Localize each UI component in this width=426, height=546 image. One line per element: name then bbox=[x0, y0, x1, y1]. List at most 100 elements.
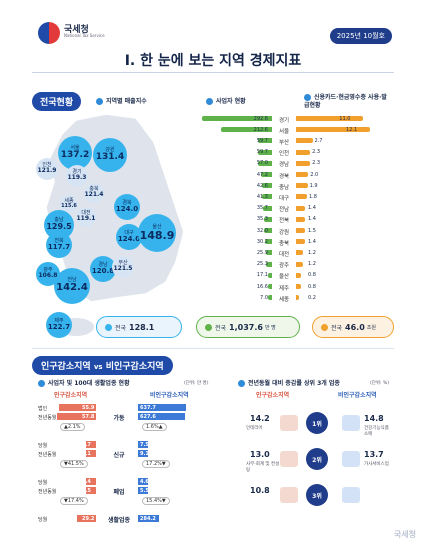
card-total-pill: 전국 46.0 조원 bbox=[312, 316, 394, 338]
card-bar bbox=[296, 250, 304, 256]
bubble-value: 119.3 bbox=[67, 174, 87, 182]
region-bubble: 제주 122.7 bbox=[46, 312, 72, 338]
card-value: 1.4 bbox=[308, 205, 316, 212]
biz-value: 32.0 bbox=[256, 227, 268, 234]
region-label: 경북 bbox=[278, 173, 290, 180]
card-bar bbox=[296, 272, 301, 278]
biz-bar bbox=[268, 295, 272, 301]
card-value: 1.2 bbox=[308, 249, 316, 256]
region-a-change: ▲2.1% bbox=[60, 423, 85, 431]
region-label: 경남 bbox=[278, 162, 290, 169]
card-total-value: 46.0 bbox=[345, 322, 365, 332]
sales-total-pill: 전국 128.1 bbox=[96, 316, 182, 338]
rank-a-value: 10.8 bbox=[250, 486, 270, 495]
region-a-change: ▼17.4% bbox=[60, 497, 88, 505]
region-a-bar bbox=[57, 413, 96, 420]
region-label: 울산 bbox=[278, 274, 290, 281]
section-national-label: 전국현황 bbox=[32, 92, 82, 111]
biz-bar bbox=[267, 272, 272, 278]
bubble-value: 142.4 bbox=[56, 282, 88, 294]
region-b-change: 1.6%▲ bbox=[142, 423, 167, 431]
region-bubble: 경기 119.3 bbox=[66, 165, 88, 187]
biz-value: 35.3 bbox=[256, 216, 268, 223]
bubble-name: 전북 bbox=[54, 237, 64, 244]
bubble-name: 충남 bbox=[54, 217, 64, 224]
region-a-bar bbox=[86, 441, 96, 448]
bullet-icon bbox=[304, 94, 311, 101]
org-name-en: National Tax Service bbox=[64, 33, 105, 38]
biz-life-heading: 사업자 및 100대 생활업종 현황 bbox=[38, 378, 130, 387]
biz-value: 59.7 bbox=[256, 149, 268, 156]
region-label: 경기 bbox=[278, 117, 290, 124]
region-b-change: 15.4%▼ bbox=[142, 497, 170, 505]
bubble-name: 서울 bbox=[70, 144, 80, 151]
bubble-name: 경기 bbox=[72, 169, 82, 176]
card-bar bbox=[296, 284, 301, 289]
card-value: 1.4 bbox=[308, 238, 316, 245]
region-b-value: 637.7 bbox=[140, 405, 156, 411]
region-label: 제주 bbox=[278, 285, 290, 292]
region-label: 대구 bbox=[278, 195, 290, 202]
region-label: 전북 bbox=[278, 218, 290, 225]
col-a-header: 인구감소지역 bbox=[54, 392, 88, 399]
biz-total-pill: 전국 1,037.6 만 명 bbox=[196, 316, 300, 338]
industry-icon bbox=[280, 487, 298, 503]
biz-bar bbox=[263, 205, 272, 211]
region-a-value: 55.9 bbox=[82, 405, 95, 411]
card-value: 1.2 bbox=[308, 261, 316, 268]
region-label: 전남 bbox=[278, 207, 290, 214]
title-divider bbox=[32, 72, 394, 73]
region-label: 광주 bbox=[278, 263, 290, 270]
card-bar bbox=[296, 239, 305, 245]
biz-bar bbox=[265, 261, 272, 267]
card-bar bbox=[296, 172, 309, 177]
rank-a-value: 14.2 bbox=[250, 414, 270, 423]
region-bubble: 전남 142.4 bbox=[54, 268, 90, 304]
region-bubble: 대구 124.0 bbox=[116, 224, 142, 250]
card-label: 신용카드·현금영수증 사용·발급현황 bbox=[304, 94, 387, 109]
card-bar bbox=[296, 228, 306, 233]
sales-total-value: 128.1 bbox=[129, 322, 155, 332]
bullet-icon bbox=[206, 98, 213, 105]
biz-bar bbox=[264, 239, 272, 245]
biz-value: 212.6 bbox=[253, 126, 268, 133]
bullet-icon bbox=[38, 380, 45, 387]
biz-value: 30.2 bbox=[256, 238, 268, 245]
region-bubble: 경북 124.0 bbox=[114, 194, 140, 220]
bullet-icon bbox=[96, 98, 103, 105]
region-a-bar bbox=[58, 404, 96, 411]
sales-total-label: 전국 bbox=[115, 324, 127, 332]
biz-total-value: 1,037.6 bbox=[229, 322, 263, 332]
rank-b-label: 건강기능식품 소매 bbox=[364, 426, 389, 437]
card-total-label: 전국 bbox=[331, 324, 343, 332]
compare-row-label: 전년동월 bbox=[38, 415, 57, 421]
bubble-value: 122.7 bbox=[47, 322, 71, 331]
bullet-icon bbox=[105, 323, 112, 331]
card-value: 1.4 bbox=[308, 216, 316, 223]
card-value: 1.8 bbox=[309, 193, 317, 200]
region-b-bar bbox=[138, 404, 186, 411]
biz-bar bbox=[268, 284, 272, 289]
section2-label-a: 인구감소지역 bbox=[41, 362, 91, 372]
region-b-bar bbox=[138, 450, 148, 457]
biz-bar bbox=[264, 228, 272, 233]
bubble-name: 울산 bbox=[152, 223, 162, 230]
bubble-name: 경북 bbox=[122, 199, 132, 206]
region-b-value: 284.2 bbox=[140, 516, 156, 522]
compare-row-label: 전년동월 bbox=[38, 452, 57, 458]
card-bar bbox=[296, 216, 305, 222]
biz-bar bbox=[258, 160, 272, 166]
region-bubble: 인천 121.9 bbox=[36, 158, 58, 180]
region-label: 충남 bbox=[278, 184, 290, 191]
bubble-name: 광주 bbox=[43, 267, 53, 274]
rank-badge: 3위 bbox=[306, 484, 328, 506]
card-bar bbox=[296, 116, 364, 121]
biz-bar bbox=[265, 250, 272, 256]
biz-value: 42.6 bbox=[256, 182, 268, 189]
card-bar bbox=[296, 127, 370, 133]
bullet-icon bbox=[321, 323, 328, 331]
card-value: 12.1 bbox=[346, 126, 358, 133]
section2-vs: vs bbox=[93, 363, 103, 371]
bubble-value: 148.9 bbox=[139, 228, 175, 242]
